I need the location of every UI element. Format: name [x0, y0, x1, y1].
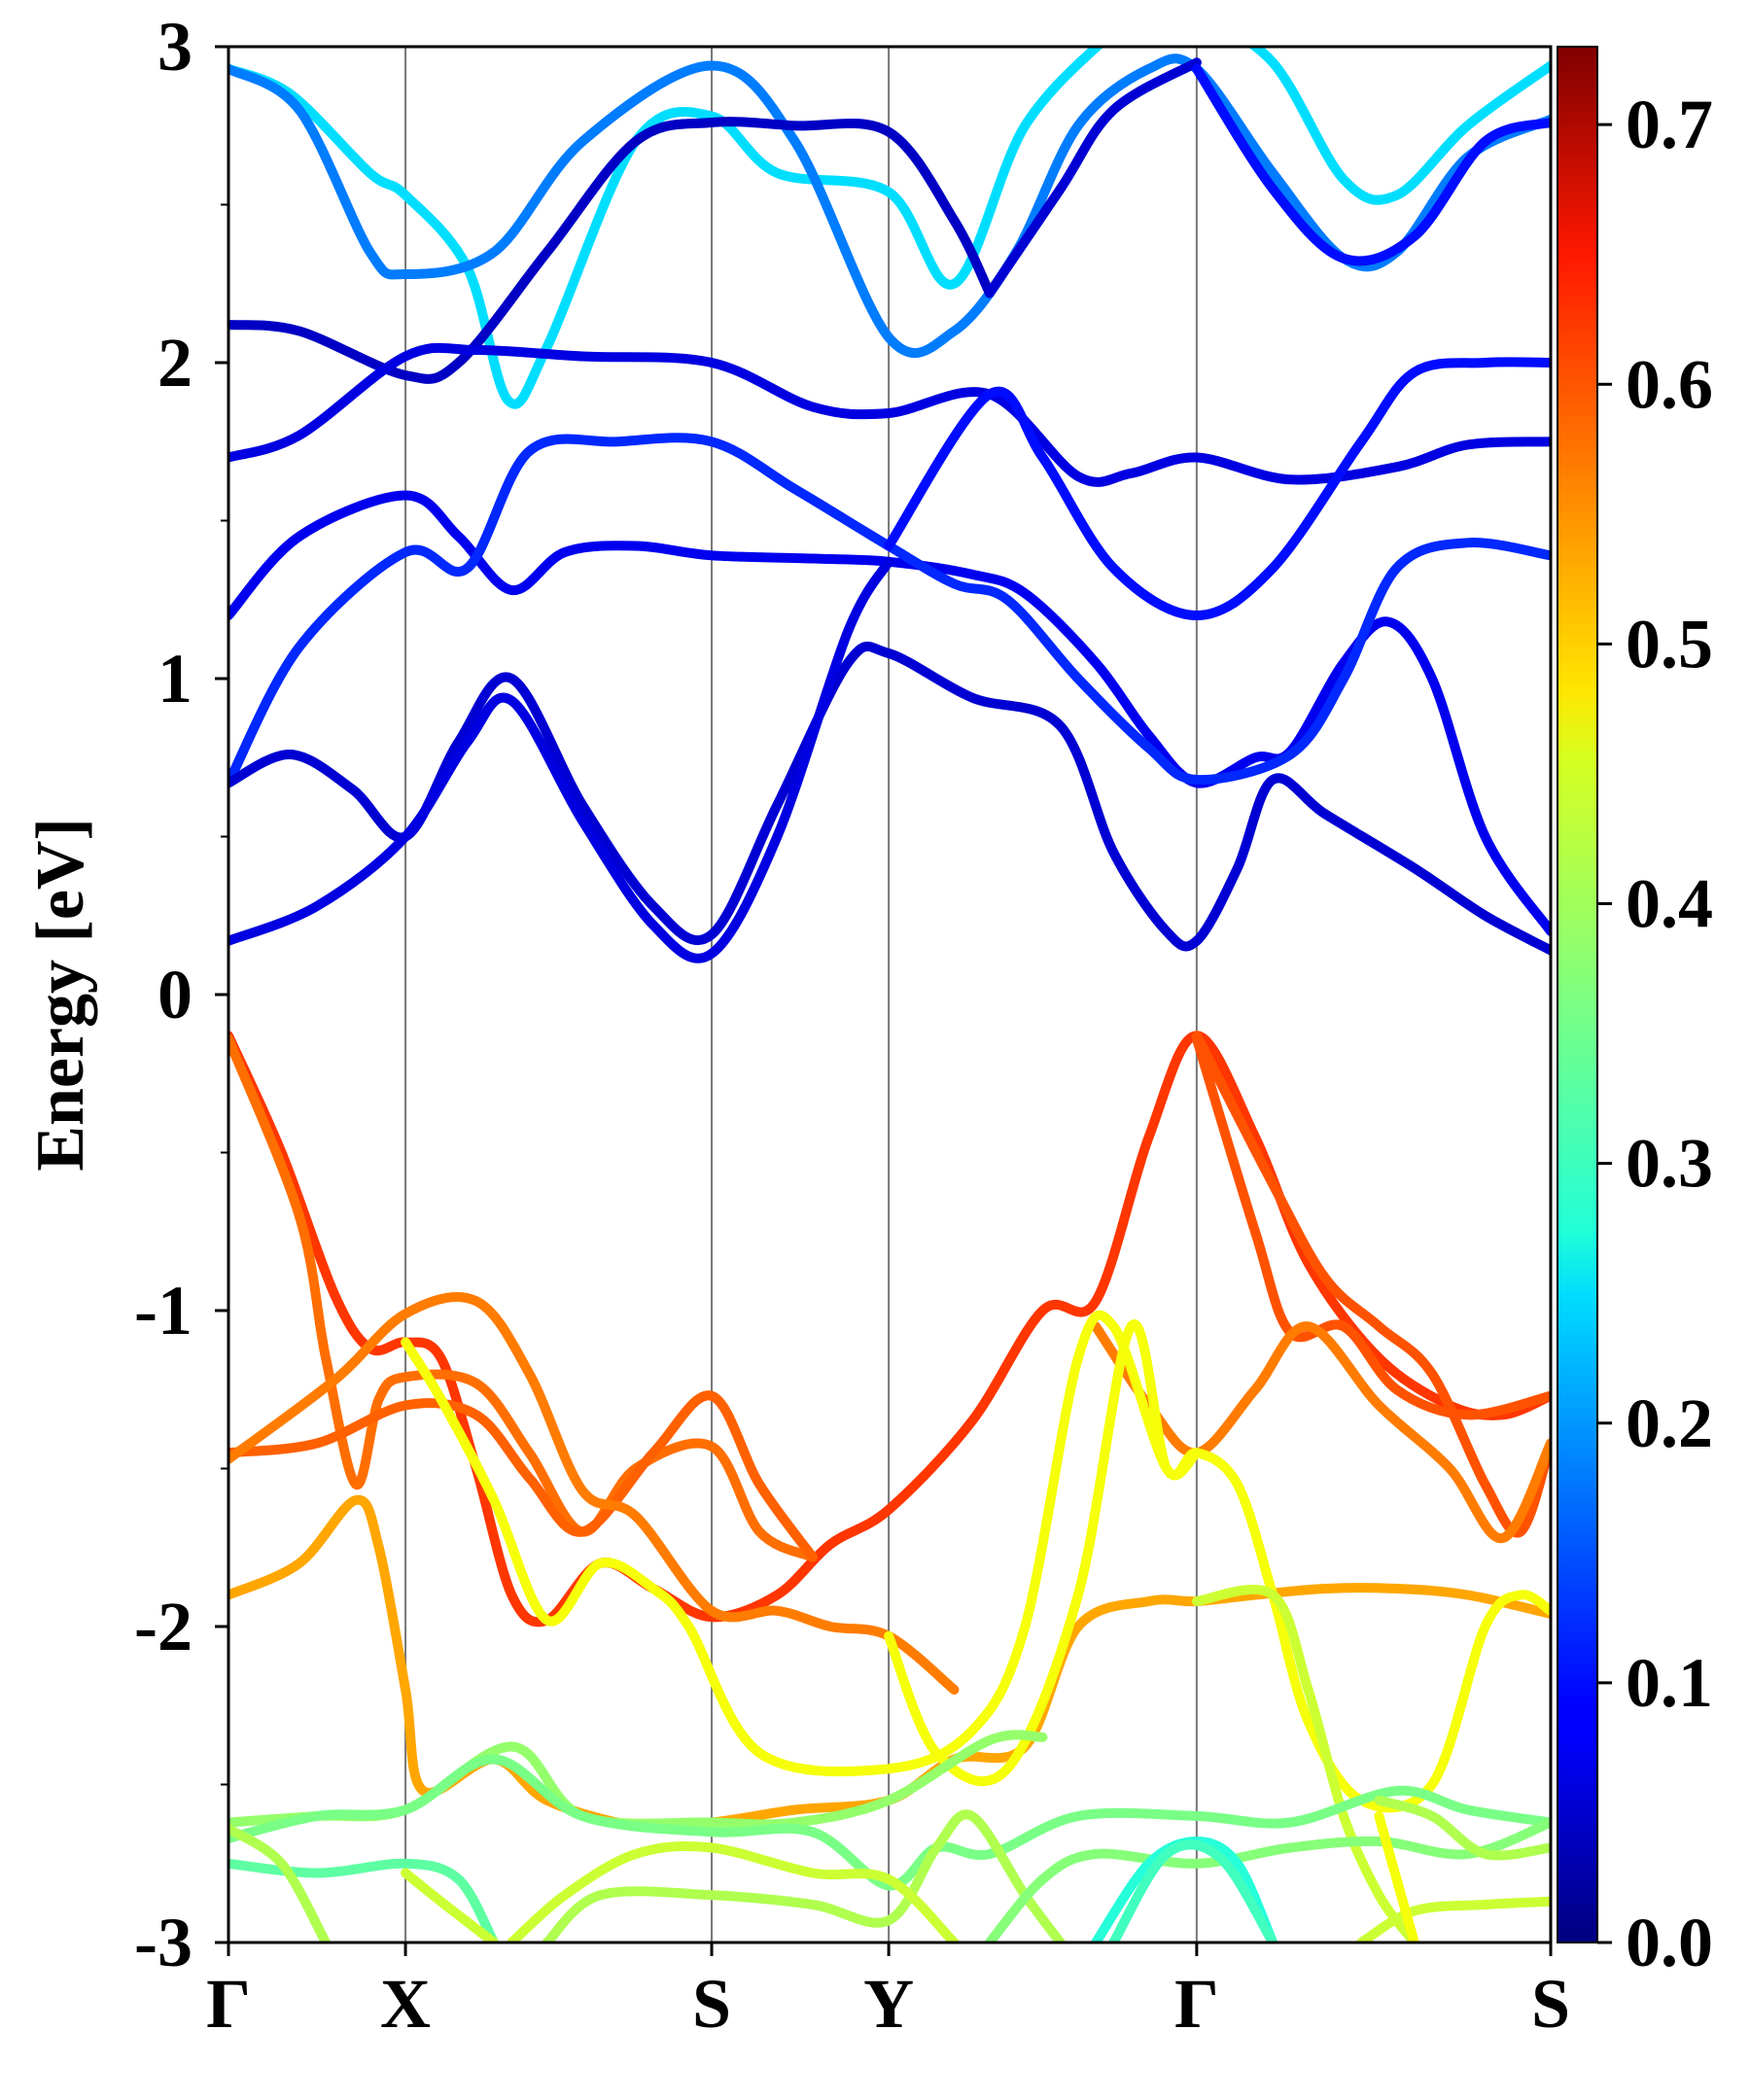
y-axis-label: Energy [eV]	[23, 818, 98, 1172]
colorbar: 0.0 0.1 0.2 0.3 0.4 0.5 0.6 0.7	[1557, 46, 1713, 1981]
band-line	[1374, 1795, 1551, 1861]
band-line	[228, 556, 894, 963]
x-tick-label: S	[692, 1965, 731, 2043]
band-lines	[228, 47, 1551, 1942]
x-tick-label: Γ	[1174, 1965, 1219, 2043]
y-tick-label: 3	[158, 8, 192, 86]
band-line	[884, 1319, 1202, 1787]
band-line	[228, 1858, 500, 1942]
colorbar-tick-label: 0.0	[1626, 1904, 1713, 1981]
band-line	[228, 433, 1551, 788]
x-tick-label: Y	[863, 1965, 914, 2043]
x-tick-label: S	[1531, 1965, 1570, 2043]
colorbar-tick-label: 0.4	[1626, 865, 1713, 943]
band-line	[228, 47, 1551, 409]
band-line	[228, 1390, 818, 1562]
band-line	[1191, 1033, 1551, 1420]
band-line	[228, 642, 1551, 956]
band-line	[1108, 1839, 1278, 1942]
band-line	[984, 1817, 1551, 1942]
band-line	[401, 1310, 1551, 1813]
k-path-dividers	[404, 47, 1198, 1942]
colorbar-tick-label: 0.2	[1626, 1384, 1713, 1462]
colorbar-tick-label: 0.1	[1626, 1644, 1713, 1722]
band-line	[228, 1754, 1551, 1891]
band-line	[401, 1868, 500, 1942]
y-tick-label: -3	[134, 1904, 192, 1981]
band-line	[228, 1824, 332, 1942]
y-tick-label: 2	[158, 324, 192, 402]
band-line	[1191, 1584, 1419, 1942]
band-line	[984, 57, 1202, 298]
colorbar-gradient	[1557, 46, 1598, 1943]
band-line	[228, 1033, 818, 1562]
band-line	[542, 1809, 1066, 1942]
colorbar-ticks: 0.0 0.1 0.2 0.3 0.4 0.5 0.6 0.7	[1597, 86, 1713, 1981]
y-tick-label: 0	[158, 956, 192, 1033]
band-line	[228, 117, 995, 384]
band-line	[884, 357, 1551, 620]
colorbar-tick-label: 0.5	[1626, 605, 1713, 682]
band-line	[507, 1840, 960, 1942]
colorbar-tick-label: 0.3	[1626, 1125, 1713, 1203]
y-axis-ticks: 3 2 1 0 -1 -2 -3	[134, 8, 228, 1981]
colorbar-tick-label: 0.7	[1626, 86, 1713, 163]
band-line	[1191, 1031, 1551, 1538]
band-line	[1374, 1811, 1419, 1942]
band-line	[228, 1292, 960, 1695]
colorbar-tick-label: 0.6	[1626, 345, 1713, 423]
band-line	[1356, 1896, 1551, 1942]
y-tick-label: 1	[158, 640, 192, 718]
band-line	[1191, 63, 1551, 266]
x-tick-label: Γ	[206, 1965, 251, 2043]
x-tick-label: X	[380, 1965, 431, 2043]
y-tick-label: -2	[134, 1588, 192, 1665]
band-line	[1091, 1321, 1551, 1544]
y-tick-label: -1	[134, 1272, 192, 1349]
